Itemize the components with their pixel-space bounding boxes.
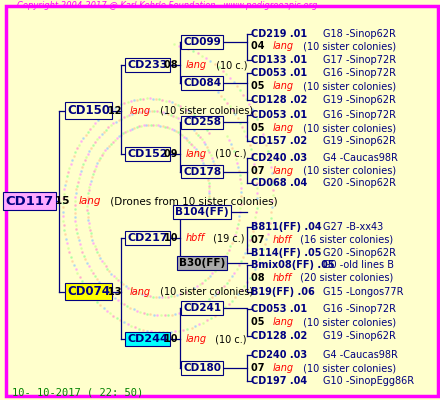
Text: 07: 07 [251,234,268,244]
Text: lang: lang [273,166,294,176]
Text: lang: lang [130,286,151,296]
Text: (10 sister colonies): (10 sister colonies) [300,363,396,373]
Text: G19 -Sinop62R: G19 -Sinop62R [323,330,396,340]
Text: CD074: CD074 [67,285,110,298]
Text: G16 -Sinop72R: G16 -Sinop72R [323,304,396,314]
Text: CD053 .01: CD053 .01 [251,68,307,78]
Text: (16 sister colonies): (16 sister colonies) [297,234,393,244]
Text: lang: lang [273,317,294,327]
Text: G19 -Sinop62R: G19 -Sinop62R [323,94,396,104]
Text: CD099: CD099 [183,37,221,47]
Text: hbff: hbff [273,273,292,283]
Text: CD233: CD233 [128,60,168,70]
Text: (10 c.): (10 c.) [213,149,247,159]
Text: B19(FF) .06: B19(FF) .06 [251,286,315,296]
Text: 07: 07 [251,363,268,373]
Text: (10 sister colonies): (10 sister colonies) [300,81,396,91]
Text: CD197 .04: CD197 .04 [251,376,307,386]
Text: CD240 .03: CD240 .03 [251,153,307,163]
Text: CD084: CD084 [183,78,221,88]
Text: CD240 .03: CD240 .03 [251,350,307,360]
Text: G20 -Sinop62R: G20 -Sinop62R [323,248,396,258]
Text: CD117: CD117 [6,194,54,208]
Text: G18 -Sinop62R: G18 -Sinop62R [323,29,396,39]
Text: CD152: CD152 [127,149,168,159]
Text: B811(FF) .04: B811(FF) .04 [251,222,322,232]
Text: CD133 .01: CD133 .01 [251,55,307,65]
Text: B104(FF): B104(FF) [176,207,229,217]
Text: 05: 05 [251,317,268,327]
Text: 10: 10 [164,334,181,344]
Text: G17 -Sinop72R: G17 -Sinop72R [323,55,396,65]
Text: G16 -Sinop72R: G16 -Sinop72R [323,68,396,78]
Text: G15 -Longos77R: G15 -Longos77R [323,286,403,296]
Text: CD217: CD217 [127,234,168,244]
Text: lang: lang [78,196,101,206]
Text: 13: 13 [108,286,125,296]
Text: G19 -Sinop62R: G19 -Sinop62R [323,136,396,146]
Text: (10 sister colonies): (10 sister colonies) [157,286,253,296]
Text: G27 -B-xx43: G27 -B-xx43 [323,222,383,232]
Text: CD157 .02: CD157 .02 [251,136,307,146]
Text: Bmix08(FF) .05: Bmix08(FF) .05 [251,260,335,270]
Text: CD244: CD244 [127,334,168,344]
Text: G20 -Sinop62R: G20 -Sinop62R [323,178,396,188]
Text: G4 -Caucas98R: G4 -Caucas98R [323,153,398,163]
Text: (10 sister colonies): (10 sister colonies) [300,317,396,327]
Text: (Drones from 10 sister colonies): (Drones from 10 sister colonies) [107,196,278,206]
Text: (20 sister colonies): (20 sister colonies) [297,273,393,283]
Text: CD219 .01: CD219 .01 [251,29,307,39]
Text: 15: 15 [55,196,73,206]
Text: lang: lang [185,334,206,344]
Text: (10 sister colonies): (10 sister colonies) [300,166,396,176]
Text: (10 c.): (10 c.) [213,334,247,344]
Text: CD128 .02: CD128 .02 [251,94,307,104]
Text: CD150: CD150 [67,104,110,117]
Text: G0 -old lines B: G0 -old lines B [323,260,394,270]
Text: CD241: CD241 [183,303,221,313]
Text: B114(FF) .05: B114(FF) .05 [251,248,322,258]
Text: (10 sister colonies): (10 sister colonies) [300,123,396,133]
Text: G4 -Caucas98R: G4 -Caucas98R [323,350,398,360]
Text: lang: lang [273,42,294,52]
Text: 04: 04 [251,42,268,52]
Text: CD180: CD180 [183,363,221,373]
Text: lang: lang [186,60,207,70]
Text: (10 sister colonies): (10 sister colonies) [157,106,253,116]
Text: lang: lang [273,81,294,91]
Text: 05: 05 [251,81,268,91]
Text: 07: 07 [251,166,268,176]
Text: 10: 10 [164,234,181,244]
Text: 10- 10-2017 ( 22: 50): 10- 10-2017 ( 22: 50) [12,388,143,398]
Text: (10 c.): (10 c.) [213,60,247,70]
Text: lang: lang [185,149,206,159]
Text: (10 sister colonies): (10 sister colonies) [300,42,396,52]
Text: CD068 .04: CD068 .04 [251,178,307,188]
Text: CD178: CD178 [183,166,221,176]
Text: CD128 .02: CD128 .02 [251,330,307,340]
Text: hbff: hbff [185,234,205,244]
Text: lang: lang [130,106,151,116]
Text: 09: 09 [164,149,181,159]
Text: CD258: CD258 [183,117,221,127]
Text: (19 c.): (19 c.) [210,234,244,244]
Text: G10 -SinopEgg86R: G10 -SinopEgg86R [323,376,414,386]
Text: 05: 05 [251,123,268,133]
Text: Copyright 2004-2017 @ Karl Kehrle Foundation   www.pedigreeapis.org: Copyright 2004-2017 @ Karl Kehrle Founda… [17,1,317,10]
Text: B30(FF): B30(FF) [179,258,225,268]
Text: lang: lang [273,363,294,373]
Text: 12: 12 [108,106,125,116]
Text: 08: 08 [164,60,181,70]
Text: lang: lang [273,123,294,133]
Text: hbff: hbff [273,234,292,244]
Text: 08: 08 [251,273,268,283]
Text: CD053 .01: CD053 .01 [251,304,307,314]
Text: G16 -Sinop72R: G16 -Sinop72R [323,110,396,120]
Text: CD053 .01: CD053 .01 [251,110,307,120]
